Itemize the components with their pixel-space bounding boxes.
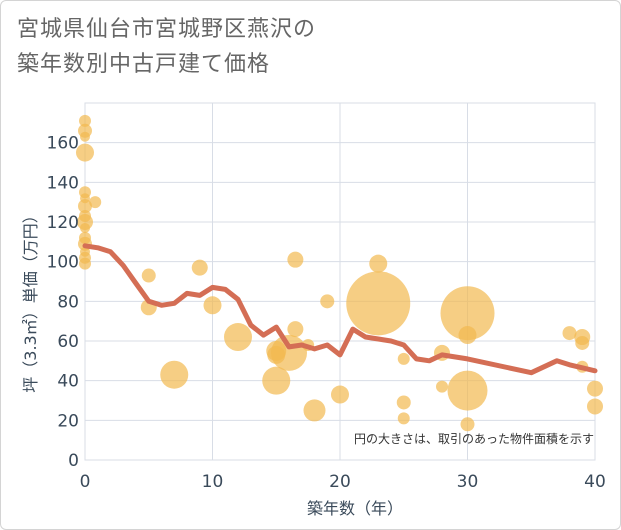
data-bubble bbox=[397, 352, 410, 365]
data-bubble bbox=[78, 199, 92, 214]
data-bubble bbox=[562, 326, 577, 341]
data-bubble bbox=[346, 271, 411, 336]
size-note: 円の大きさは、取引のあった物件面積を示す bbox=[354, 431, 594, 446]
chart-title: 宮城県仙台市宮城野区燕沢の 築年数別中古戸建て価格 bbox=[17, 12, 316, 82]
x-tick-label: 0 bbox=[80, 472, 91, 492]
data-bubble bbox=[271, 334, 307, 371]
data-bubble bbox=[141, 268, 156, 283]
average-price-trend-line bbox=[82, 243, 598, 376]
data-bubble bbox=[203, 296, 222, 315]
y-axis-label: 坪（3.3㎡）単価（万円） bbox=[21, 207, 40, 392]
y-tick-labels: 0 20 40 60 80 100 120 140 160 bbox=[47, 134, 79, 471]
data-bubble bbox=[436, 380, 448, 393]
data-bubble bbox=[458, 326, 477, 345]
data-bubble bbox=[262, 366, 291, 395]
data-bubble bbox=[191, 259, 208, 276]
y-tick-label: 100 bbox=[47, 253, 79, 273]
data-bubble bbox=[331, 385, 349, 404]
grid-lines bbox=[84, 102, 596, 461]
x-tick-label: 20 bbox=[329, 472, 351, 492]
data-bubble bbox=[80, 131, 90, 142]
title-line-2: 築年数別中古戸建て価格 bbox=[17, 52, 271, 77]
data-bubble bbox=[76, 143, 94, 162]
y-tick-label: 60 bbox=[57, 332, 79, 352]
data-bubble bbox=[303, 399, 326, 422]
x-tick-label: 30 bbox=[457, 472, 479, 492]
y-tick-label: 80 bbox=[57, 292, 79, 312]
data-bubble bbox=[396, 395, 411, 410]
data-bubble bbox=[587, 380, 603, 397]
data-bubble bbox=[460, 417, 475, 432]
y-tick-label: 120 bbox=[47, 213, 79, 233]
y-tick-label: 160 bbox=[47, 134, 79, 154]
x-axis-label: 築年数（年） bbox=[307, 499, 403, 518]
title-line-1: 宮城県仙台市宮城野区燕沢の bbox=[17, 17, 317, 42]
data-bubble bbox=[224, 323, 252, 352]
data-bubble bbox=[160, 360, 189, 389]
x-tick-label: 10 bbox=[202, 472, 224, 492]
data-bubble bbox=[397, 412, 410, 425]
data-bubble bbox=[89, 196, 102, 209]
data-bubble bbox=[80, 222, 90, 233]
y-tick-label: 140 bbox=[47, 173, 79, 193]
x-tick-labels: 0 10 20 30 40 bbox=[80, 472, 606, 492]
y-tick-label: 20 bbox=[57, 411, 79, 431]
data-bubble bbox=[287, 251, 304, 268]
y-tick-label: 40 bbox=[57, 372, 79, 392]
data-bubble bbox=[575, 335, 590, 350]
data-bubble bbox=[79, 114, 91, 127]
data-bubble bbox=[79, 257, 91, 270]
data-bubble bbox=[320, 294, 335, 309]
data-bubble bbox=[287, 321, 304, 338]
data-bubble bbox=[369, 254, 388, 273]
y-tick-label: 0 bbox=[68, 451, 79, 471]
data-bubble bbox=[440, 286, 495, 341]
x-tick-label: 40 bbox=[584, 472, 606, 492]
trend-series bbox=[82, 243, 598, 376]
data-bubble bbox=[587, 398, 603, 415]
data-bubble bbox=[447, 370, 488, 411]
